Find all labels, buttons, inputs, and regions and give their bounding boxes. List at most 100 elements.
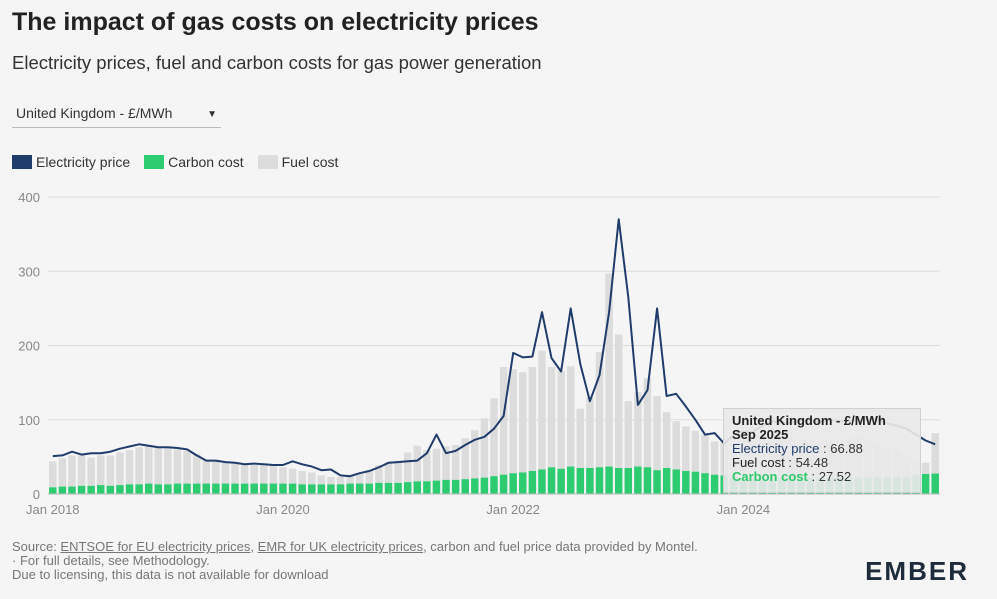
carbon-bar xyxy=(471,478,479,494)
carbon-bar xyxy=(288,483,297,494)
fuel-bar xyxy=(154,446,163,485)
carbon-bar xyxy=(164,484,172,494)
carbon-bar xyxy=(125,484,134,494)
carbon-bar xyxy=(106,485,115,494)
fuel-bar xyxy=(192,453,201,484)
carbon-bar xyxy=(212,483,220,494)
legend-item-carbon[interactable]: Carbon cost xyxy=(144,154,244,170)
tooltip-date: Sep 2025 xyxy=(732,427,789,442)
carbon-bar xyxy=(384,482,393,494)
carbon-bar xyxy=(423,481,431,494)
fuel-bar xyxy=(135,447,143,485)
legend-label-electricity: Electricity price xyxy=(36,154,131,170)
legend-label-fuel: Fuel cost xyxy=(281,154,339,170)
fuel-bar xyxy=(221,462,230,484)
legend-item-electricity[interactable]: Electricity price xyxy=(12,154,130,170)
fuel-bar xyxy=(49,461,57,488)
fuel-bar xyxy=(624,401,633,469)
carbon-bar xyxy=(403,482,412,494)
carbon-bar xyxy=(547,467,556,494)
fuel-bar xyxy=(317,475,326,485)
fuel-bar xyxy=(250,465,258,484)
fuel-bar xyxy=(931,433,939,474)
fuel-bar xyxy=(921,462,930,474)
carbon-bar xyxy=(691,471,700,494)
x-tick-label: Jan 2022 xyxy=(486,502,540,517)
legend-label-carbon: Carbon cost xyxy=(168,154,244,170)
carbon-bar xyxy=(336,484,345,494)
tooltip-electricity-label: Electricity price xyxy=(732,441,820,456)
fuel-bar xyxy=(672,421,680,470)
fuel-bar xyxy=(643,378,652,468)
carbon-bar xyxy=(250,483,258,494)
methodology-note: · For full details, see Methodology. xyxy=(12,553,210,568)
carbon-bar xyxy=(279,483,287,494)
carbon-bar xyxy=(135,484,143,494)
carbon-bar xyxy=(672,469,680,494)
carbon-bar xyxy=(634,466,642,494)
fuel-bar xyxy=(442,446,450,480)
fuel-bar xyxy=(614,334,623,469)
carbon-bar xyxy=(231,483,239,494)
fuel-bar xyxy=(509,369,517,474)
fuel-bar xyxy=(97,455,105,486)
carbon-bar xyxy=(192,483,201,494)
carbon-bar xyxy=(97,485,105,494)
tooltip-fuel-row: Fuel cost : 54.48 xyxy=(732,456,912,470)
carbon-bar xyxy=(576,468,585,494)
y-tick-label: 400 xyxy=(18,190,40,205)
carbon-bar xyxy=(701,473,709,494)
carbon-bar xyxy=(451,479,460,494)
fuel-bar xyxy=(538,350,546,470)
carbon-bar xyxy=(144,483,153,494)
chevron-down-icon: ▼ xyxy=(207,109,217,120)
tooltip-fuel-value: 54.48 xyxy=(795,455,829,470)
carbon-bar xyxy=(528,470,537,494)
carbon-bar xyxy=(499,474,508,494)
carbon-bar xyxy=(116,485,124,494)
fuel-bar xyxy=(480,418,489,478)
fuel-bar xyxy=(173,449,182,484)
y-tick-label: 100 xyxy=(18,413,40,428)
fuel-bar xyxy=(365,470,374,484)
fuel-bar xyxy=(202,459,210,484)
fuel-bar xyxy=(547,367,556,468)
carbon-bar xyxy=(365,483,374,494)
entsoe-link[interactable]: ENTSOE for EU electricity prices xyxy=(60,539,251,554)
carbon-bar xyxy=(538,469,546,494)
region-unit-dropdown[interactable]: United Kingdom - £/MWh ▼ xyxy=(12,101,221,128)
fuel-bar xyxy=(710,441,719,475)
y-tick-label: 200 xyxy=(18,339,40,354)
carbon-bar xyxy=(260,483,268,494)
fuel-bar xyxy=(68,455,76,487)
legend-item-fuel[interactable]: Fuel cost xyxy=(257,154,339,170)
fuel-bar xyxy=(288,468,297,484)
y-tick-label: 0 xyxy=(33,487,40,502)
carbon-bar xyxy=(298,484,306,494)
source-comma: , xyxy=(250,539,258,554)
source-suffix: , carbon and fuel price data provided by… xyxy=(423,539,698,554)
fuel-bar xyxy=(183,450,191,484)
fuel-bar xyxy=(471,430,479,479)
carbon-bar xyxy=(77,485,86,494)
tooltip-carbon-row: Carbon cost : 27.52 xyxy=(732,470,912,484)
fuel-bar xyxy=(308,472,316,485)
fuel-bar xyxy=(595,352,604,468)
source-prefix: Source: xyxy=(12,539,61,554)
tooltip-carbon-label: Carbon cost xyxy=(732,469,808,484)
fuel-bar xyxy=(375,465,383,483)
y-tick-label: 300 xyxy=(18,264,40,279)
tooltip-fuel-label: Fuel cost xyxy=(732,455,785,470)
carbon-bar xyxy=(327,484,335,494)
carbon-bar xyxy=(643,467,652,494)
chart-footer: Source: ENTSOE for EU electricity prices… xyxy=(12,540,698,582)
fuel-bar xyxy=(212,461,220,484)
carbon-bar xyxy=(519,472,527,494)
carbon-bar xyxy=(221,483,230,494)
page-subtitle: Electricity prices, fuel and carbon cost… xyxy=(12,52,542,73)
fuel-bar xyxy=(634,392,642,467)
fuel-bar xyxy=(394,460,402,483)
fuel-bar xyxy=(231,463,239,484)
fuel-bar xyxy=(691,430,700,472)
emr-link[interactable]: EMR for UK electricity prices xyxy=(257,539,424,554)
